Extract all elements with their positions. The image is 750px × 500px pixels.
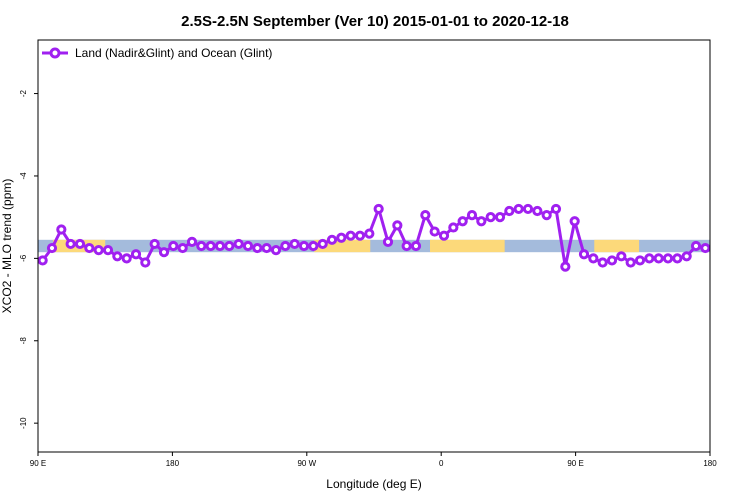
data-point <box>242 240 254 252</box>
data-point <box>644 253 655 264</box>
data-point <box>578 249 590 260</box>
data-point <box>261 242 272 254</box>
data-point <box>214 240 226 252</box>
data-point <box>494 212 506 223</box>
data-point <box>354 230 366 241</box>
data-point <box>429 226 440 237</box>
y-tick-label: -4 <box>19 172 28 180</box>
legend: Land (Nadir&Glint) and Ocean (Glint) <box>42 46 272 60</box>
ocean-surface-band <box>38 239 710 253</box>
data-point <box>532 205 543 217</box>
data-point <box>597 257 608 268</box>
data-point <box>336 232 347 243</box>
data-point <box>84 242 95 254</box>
x-axis: 90 E 180 90 W 0 90 E 180 <box>30 452 717 468</box>
data-point <box>560 261 571 272</box>
x-tick-label: 90 E <box>567 459 583 468</box>
y-axis-label: XCO2 - MLO trend (ppm) <box>0 179 14 314</box>
chart-title: 2.5S-2.5N September (Ver 10) 2015-01-01 … <box>181 13 569 30</box>
data-point <box>65 238 76 250</box>
y-tick-label: -2 <box>19 89 28 97</box>
data-point <box>382 236 394 247</box>
data-point <box>588 253 599 264</box>
data-point <box>625 257 636 268</box>
data-point <box>606 255 618 266</box>
data-point <box>700 242 711 254</box>
data-point <box>672 253 683 264</box>
data-point <box>224 240 235 252</box>
data-point <box>392 220 403 231</box>
data-point <box>466 210 478 221</box>
data-point <box>112 251 123 262</box>
x-axis-label: Longitude (deg E) <box>326 477 421 491</box>
data-point <box>205 240 216 252</box>
data-point <box>326 234 338 245</box>
data-point <box>653 253 664 264</box>
data-point <box>438 230 450 241</box>
x-tick-label: 90 W <box>297 459 316 468</box>
data-point <box>569 216 580 227</box>
land-surface-band-3 <box>594 239 640 253</box>
data-point <box>56 224 67 235</box>
data-point <box>420 210 431 221</box>
series-line <box>41 207 706 269</box>
data-point <box>186 236 198 247</box>
y-axis: -2 -4 -6 -8 -10 <box>19 89 38 429</box>
data-point <box>522 203 534 215</box>
data-point <box>662 253 674 264</box>
data-point <box>37 255 48 266</box>
y-tick-label: -10 <box>19 417 28 429</box>
y-tick-label: -8 <box>19 337 28 345</box>
data-point <box>345 230 356 241</box>
land-surface-band-2 <box>430 239 505 253</box>
data-point <box>158 247 170 258</box>
data-point <box>476 216 487 227</box>
x-tick-label: 180 <box>166 459 180 468</box>
data-point <box>140 257 151 268</box>
data-point <box>74 238 86 250</box>
data-point <box>457 216 468 227</box>
data-point <box>177 242 188 254</box>
data-point <box>149 238 160 250</box>
data-point <box>364 228 375 239</box>
x-tick-label: 90 E <box>30 459 46 468</box>
data-point <box>550 203 562 215</box>
data-point <box>93 245 104 256</box>
data-point <box>401 240 412 252</box>
legend-marker-sample <box>49 47 61 59</box>
data-point <box>541 210 552 221</box>
data-point <box>448 222 459 233</box>
data-point <box>46 242 58 254</box>
data-point <box>317 238 328 250</box>
data-point <box>252 242 263 254</box>
data-point <box>121 253 132 264</box>
data-point <box>681 251 692 262</box>
plot-frame <box>37 39 711 453</box>
data-point <box>270 245 282 256</box>
data-point <box>634 255 646 266</box>
plot-area <box>37 203 711 272</box>
data-point <box>504 205 515 217</box>
data-point <box>410 240 422 252</box>
legend-entry: Land (Nadir&Glint) and Ocean (Glint) <box>75 46 272 60</box>
data-point <box>102 245 114 256</box>
data-point <box>308 240 319 252</box>
data-point <box>373 203 384 215</box>
data-point <box>289 238 300 250</box>
data-point <box>280 240 291 252</box>
data-point <box>298 240 310 252</box>
x-tick-label: 0 <box>439 459 444 468</box>
data-point <box>168 240 179 252</box>
data-point <box>513 203 524 215</box>
data-point <box>196 240 207 252</box>
y-tick-label: -6 <box>19 254 28 262</box>
data-point <box>233 238 244 250</box>
data-point <box>485 212 496 223</box>
data-point <box>690 240 702 252</box>
x-tick-label: 180 <box>703 459 717 468</box>
data-point <box>130 249 142 260</box>
data-point <box>616 251 627 262</box>
